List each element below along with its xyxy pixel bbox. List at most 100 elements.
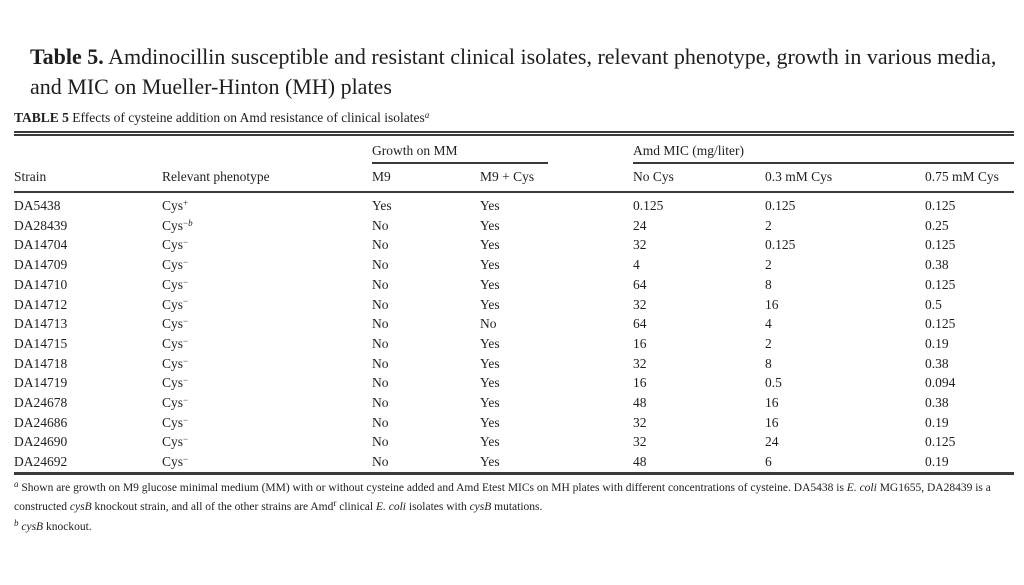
cell-mic-03mm-cys: 0.125 [765,198,796,213]
table-row: DA14709 Cys− No Yes 4 2 0.38 [14,255,1014,275]
cell-strain: DA14718 [14,355,68,371]
footnote-mark: a [14,478,19,489]
footnote-italic: E. coli [375,501,406,514]
phenotype-superscript: − [183,276,189,287]
page: Table 5. Amdinocillin susceptible and re… [0,42,1024,537]
phenotype-base: Cys [162,316,184,332]
cell-growth-m9: No [372,257,389,273]
table-row: DA14710 Cys− No Yes 64 8 0.125 [14,275,1014,295]
phenotype-base: Cys [162,355,184,371]
cell-mic-075mm-cys: 0.38 [925,257,949,273]
phenotype-base: Cys [162,335,184,351]
phenotype-footnote-mark: b [188,217,193,228]
cell-growth-m9: No [372,276,389,292]
cell-mic-no-cys: 32 [633,355,647,371]
footnote-italic: cysB [469,501,492,514]
column-group-amd-mic: Amd MIC (mg/liter) [633,136,1015,164]
table-row: DA14704 Cys− No Yes 32 0.125 0.125 [14,235,1014,255]
cell-mic-03mm-cys: 6 [765,454,772,470]
phenotype-superscript: − [183,394,189,405]
cell-growth-m9-cys: Yes [480,335,500,351]
table-row: DA14715 Cys− No Yes 16 2 0.19 [14,334,1014,354]
cell-phenotype: Cys− [162,354,372,374]
cell-growth-m9: No [372,335,389,351]
column-group-empty [14,136,372,164]
cell-mic-no-cys: 64 [633,276,647,292]
caption-footnote-mark: a [424,109,430,120]
cell-phenotype: Cys− [162,393,372,413]
cell-mic-075mm-cys: 0.125 [925,434,956,450]
cell-mic-075mm-cys: 0.094 [925,375,956,391]
cell-strain: DA14710 [14,276,68,292]
phenotype-superscript: − [183,257,189,268]
column-group-growth-label: Growth on MM [372,143,549,164]
cell-growth-m9-cys: Yes [480,276,500,292]
cell-strain: DA5438 [14,198,61,213]
cell-mic-03mm-cys: 0.125 [765,237,796,253]
phenotype-base: Cys [162,296,184,312]
cell-strain: DA14713 [14,316,68,332]
title-text: Amdinocillin susceptible and resistant c… [30,44,997,99]
cell-mic-075mm-cys: 0.38 [925,355,949,371]
table-row: DA24686 Cys− No Yes 32 16 0.19 [14,413,1014,433]
phenotype-base: Cys [162,237,184,253]
cell-strain: DA14715 [14,335,68,351]
table-row: DA14712 Cys− No Yes 32 16 0.5 [14,295,1014,315]
cell-mic-no-cys: 16 [633,335,647,351]
cell-mic-075mm-cys: 0.19 [925,454,949,470]
column-group-mic-label: Amd MIC (mg/liter) [633,143,1015,164]
cell-mic-03mm-cys: 2 [765,217,772,233]
cell-phenotype: Cys− [162,235,372,255]
cell-phenotype: Cys− [162,314,372,334]
cell-mic-no-cys: 0.125 [633,198,664,213]
column-group-row: Growth on MM Amd MIC (mg/liter) [14,136,1015,164]
phenotype-superscript: − [183,434,189,445]
phenotype-superscript: − [183,316,189,327]
cell-growth-m9: No [372,355,389,371]
title-label: Table 5. [30,44,104,69]
phenotype-base: Cys [162,375,184,391]
phenotype-superscript: + [183,197,189,208]
cell-mic-no-cys: 16 [633,375,647,391]
phenotype-superscript: −b [183,217,193,228]
cell-growth-m9-cys: Yes [480,237,500,253]
column-header-no-cys: No Cys [633,164,766,193]
phenotype-base: Cys [162,454,184,470]
cell-phenotype: Cys− [162,295,372,315]
phenotype-base: Cys [162,257,184,273]
footnote-mark: b [14,517,19,528]
caption-label: TABLE 5 [14,110,69,125]
cell-mic-03mm-cys: 2 [765,257,772,273]
cell-phenotype: Cys− [162,255,372,275]
column-header-strain: Strain [14,164,162,193]
cell-mic-075mm-cys: 0.25 [925,217,949,233]
cell-strain: DA14719 [14,375,68,391]
column-header-03mm-cys: 0.3 mM Cys [765,164,926,193]
table-area: Growth on MM Amd MIC (mg/liter) Strain R… [14,131,1015,475]
cell-mic-075mm-cys: 0.125 [925,276,956,292]
column-header-row: Strain Relevant phenotype M9 M9 + Cys No… [14,164,1015,193]
table-top-rule [14,131,1014,136]
cell-strain: DA14704 [14,237,68,253]
cell-phenotype: Cys− [162,452,372,473]
cell-mic-075mm-cys: 0.125 [925,237,956,253]
cell-mic-03mm-cys: 0.5 [765,375,782,391]
cell-growth-m9-cys: Yes [480,395,500,411]
cell-mic-03mm-cys: 16 [765,296,779,312]
column-header-m9: M9 [372,164,480,193]
cell-strain: DA24686 [14,414,68,430]
cell-mic-no-cys: 32 [633,296,647,312]
phenotype-superscript: − [183,335,189,346]
cell-mic-075mm-cys: 0.125 [925,316,956,332]
cell-phenotype: Cys− [162,334,372,354]
footnote-italic: cysB [21,520,44,533]
cell-strain: DA28439 [14,217,68,233]
cell-mic-03mm-cys: 4 [765,316,772,332]
cell-mic-no-cys: 4 [633,257,640,273]
caption-text: Effects of cysteine addition on Amd resi… [72,110,425,125]
cell-phenotype: Cys− [162,413,372,433]
cell-mic-03mm-cys: 8 [765,355,772,371]
phenotype-superscript: − [183,375,189,386]
table-row: DA5438 Cys+ Yes Yes 0.125 0.125 0.125 [14,192,1014,216]
cell-growth-m9-cys: Yes [480,355,500,371]
